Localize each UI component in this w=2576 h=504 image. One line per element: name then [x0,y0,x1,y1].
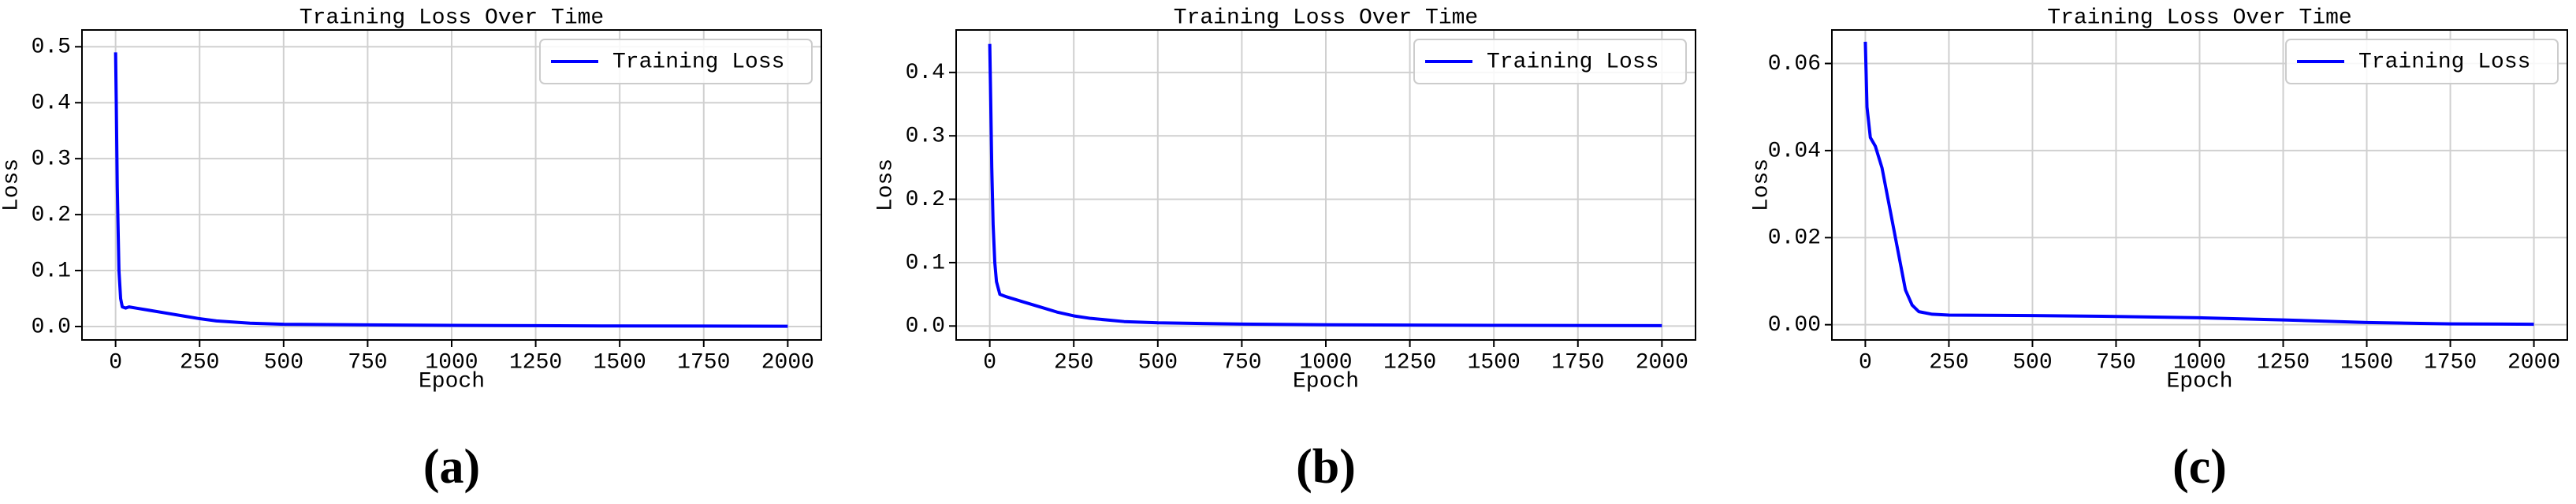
y-tick-label: 0.06 [1768,52,1821,77]
x-tick-label: 750 [348,350,387,375]
x-tick-label: 250 [180,350,219,375]
x-tick-label: 750 [2096,350,2135,375]
legend-box [539,39,813,84]
y-axis-label: Loss [873,159,898,211]
y-tick-label: 0.02 [1768,226,1821,251]
chart-title: Training Loss Over Time [1174,6,1478,30]
y-tick-label: 0.3 [32,147,71,172]
y-tick-label: 0.0 [32,315,71,339]
x-tick-label: 2000 [1636,350,1688,375]
x-tick-label: 0 [1859,350,1872,375]
caption: (c) [2172,440,2227,494]
y-tick-label: 0.00 [1768,313,1821,338]
y-axis-label: Loss [0,159,24,211]
x-tick-label: 1250 [509,350,562,375]
y-tick-label: 0.2 [906,188,945,212]
x-tick-label: 500 [1138,350,1178,375]
y-tick-label: 0.0 [906,315,945,339]
caption: (b) [1296,440,1356,494]
legend-box [1413,39,1687,84]
x-tick-label: 750 [1222,350,1261,375]
x-tick-label: 1250 [2257,350,2310,375]
x-tick-label: 1000 [425,350,478,375]
legend-label: Training Loss [612,50,784,74]
legend-label: Training Loss [1487,50,1658,74]
y-tick-label: 0.04 [1768,139,1821,163]
x-tick-label: 250 [1054,350,1093,375]
legend-box [2285,39,2559,84]
legend-label: Training Loss [2358,50,2530,74]
x-tick-label: 1500 [2340,350,2393,375]
axes-frame [81,29,822,341]
x-tick-label: 250 [1929,350,1968,375]
y-tick-label: 0.4 [906,61,945,85]
y-tick-label: 0.1 [906,251,945,275]
y-tick-label: 0.1 [32,259,71,283]
x-tick-label: 1500 [594,350,646,375]
y-tick-label: 0.2 [32,203,71,227]
x-axis-label: Epoch [2166,369,2232,394]
chart-title: Training Loss Over Time [300,6,604,30]
y-tick-label: 0.5 [32,35,71,60]
x-tick-label: 0 [109,350,122,375]
y-tick-label: 0.4 [32,91,71,116]
y-axis-label: Loss [1749,159,1774,211]
x-tick-label: 2000 [2507,350,2560,375]
loss-line [988,43,1662,327]
x-axis-label: Epoch [419,369,485,394]
axes-frame [955,29,1696,341]
x-axis-label: Epoch [1293,369,1359,394]
x-tick-label: 0 [983,350,996,375]
x-tick-label: 500 [264,350,303,375]
axes-frame [1831,29,2568,341]
x-tick-label: 1500 [1468,350,1521,375]
chart-title: Training Loss Over Time [2047,6,2351,30]
loss-line [1863,41,2534,327]
x-tick-label: 1000 [2173,350,2226,375]
x-tick-label: 2000 [761,350,814,375]
x-tick-label: 1750 [1551,350,1604,375]
x-tick-label: 1250 [1383,350,1436,375]
y-tick-label: 0.3 [906,125,945,149]
loss-line [114,52,788,328]
x-tick-label: 1750 [2424,350,2477,375]
x-tick-label: 1000 [1299,350,1352,375]
x-tick-label: 1750 [677,350,730,375]
caption: (a) [423,440,480,494]
x-tick-label: 500 [2012,350,2052,375]
